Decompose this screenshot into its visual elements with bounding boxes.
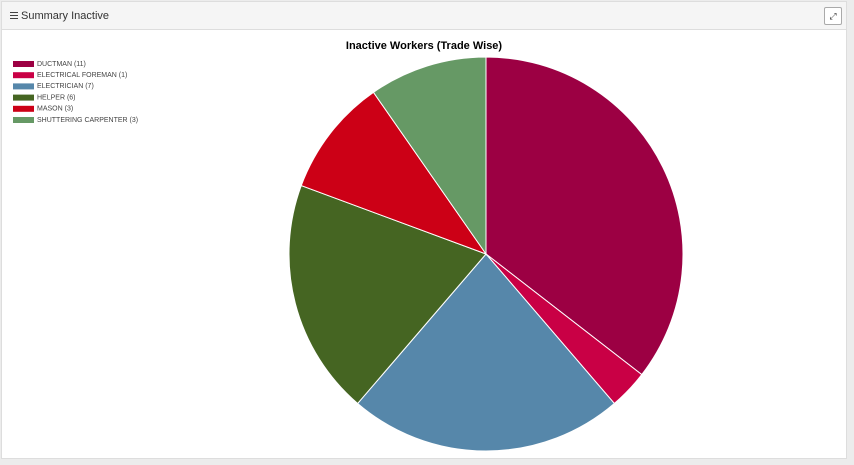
- legend-label: MASON (3): [37, 106, 73, 113]
- panel-title: Summary Inactive: [21, 9, 110, 22]
- legend-label: ELECTRICIAN (7): [37, 83, 94, 90]
- legend-label: HELPER (6): [37, 94, 76, 101]
- pie-slice: [300, 91, 488, 256]
- legend-swatch: [13, 83, 34, 90]
- pie-slice: [372, 56, 487, 256]
- pie-slice: [288, 184, 487, 405]
- pie-slice: [485, 56, 684, 376]
- list-icon: [10, 12, 18, 19]
- legend-swatch: [13, 94, 34, 101]
- legend-swatch: [13, 105, 34, 112]
- legend-swatch: [13, 72, 34, 79]
- pie-slice: [356, 253, 616, 452]
- legend-label: SHUTTERING CARPENTER (3): [37, 117, 138, 124]
- legend-label: ELECTRICAL FOREMAN (1): [37, 72, 127, 79]
- expand-button[interactable]: ⤢: [824, 7, 842, 25]
- panel-header: Summary Inactive: [2, 2, 846, 30]
- legend-swatch: [13, 117, 34, 123]
- legend-label: DUCTMAN (11): [37, 61, 86, 68]
- chart-title: Inactive Workers (Trade Wise): [346, 40, 503, 52]
- legend-swatch: [13, 61, 34, 67]
